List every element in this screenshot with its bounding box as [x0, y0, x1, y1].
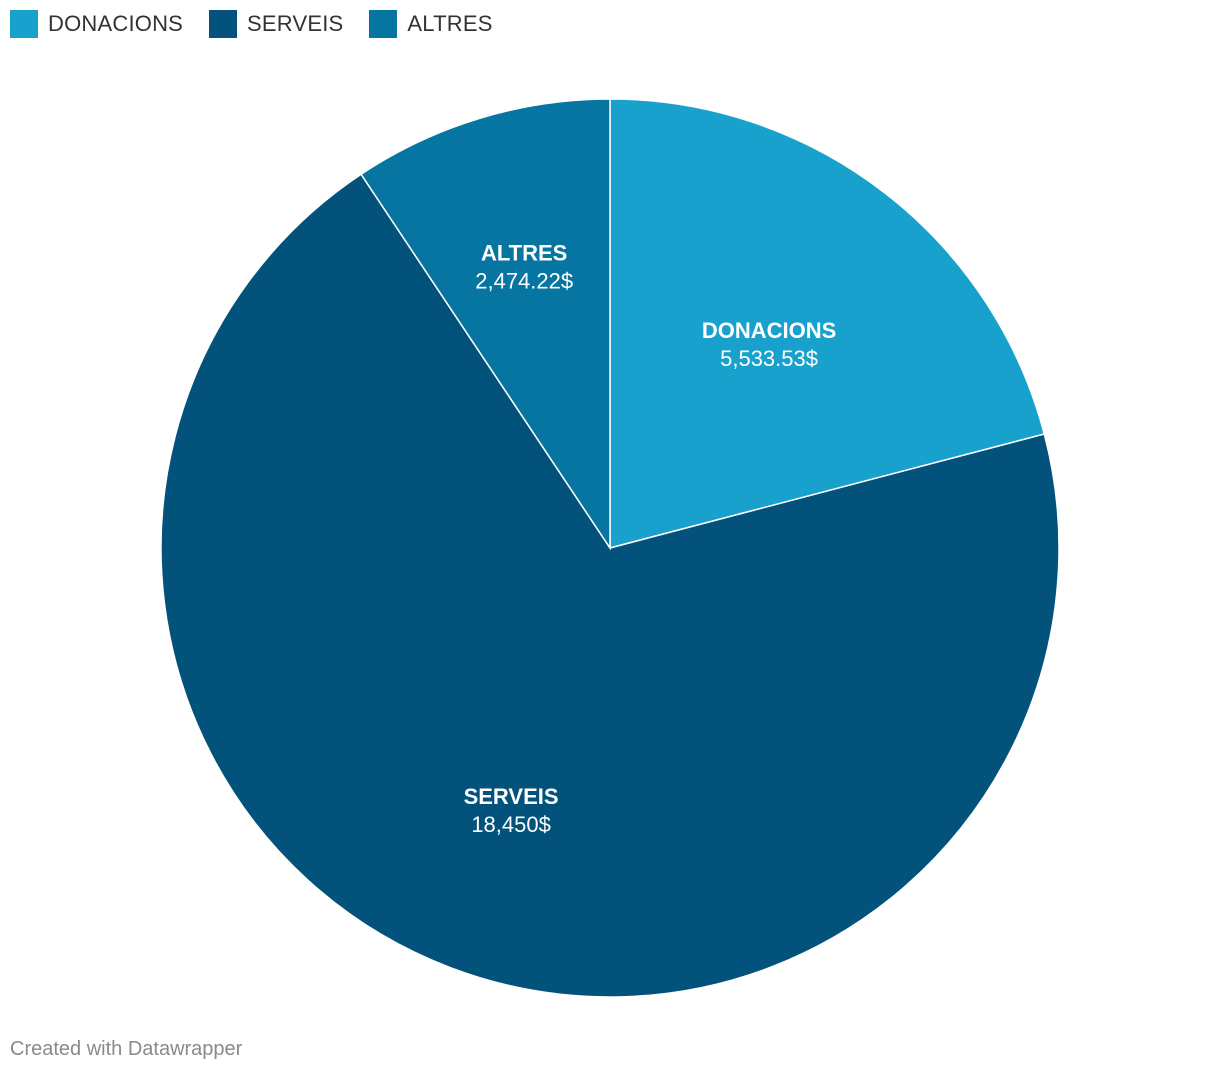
- legend-label-serveis: SERVEIS: [247, 11, 344, 36]
- pie-slice-serveis: [160, 173, 1060, 998]
- slice-value-donacions: 5,533.53$: [720, 346, 818, 371]
- pie-slice-donacions: [609, 98, 1046, 549]
- slice-name-altres: ALTRES: [481, 240, 567, 265]
- slice-value-serveis: 18,450$: [471, 812, 551, 837]
- pie-slices: [160, 98, 1060, 998]
- legend-label-donacions: DONACIONS: [48, 11, 184, 36]
- slice-name-serveis: SERVEIS: [464, 784, 559, 809]
- legend-swatch-altres: [369, 10, 398, 38]
- legend-swatch-serveis: [209, 10, 238, 38]
- legend-item-altres: ALTRES: [369, 10, 492, 38]
- legend-item-donacions: DONACIONS: [10, 10, 183, 38]
- pie-slice-altres: [360, 98, 611, 551]
- pie-slice-labels: DONACIONS 5,533.53$ SERVEIS 18,450$ ALTRES 2,…: [464, 240, 837, 837]
- legend-item-serveis: SERVEIS: [209, 10, 343, 38]
- slice-value-altres: 2,474.22$: [475, 268, 573, 293]
- slice-name-donacions: DONACIONS: [702, 318, 836, 343]
- chart-legend: DONACIONS SERVEIS ALTRES: [10, 9, 519, 39]
- legend-label-altres: ALTRES: [407, 11, 493, 36]
- datawrapper-credit: Created with Datawrapper: [10, 1038, 243, 1060]
- legend-swatch-donacions: [10, 10, 38, 38]
